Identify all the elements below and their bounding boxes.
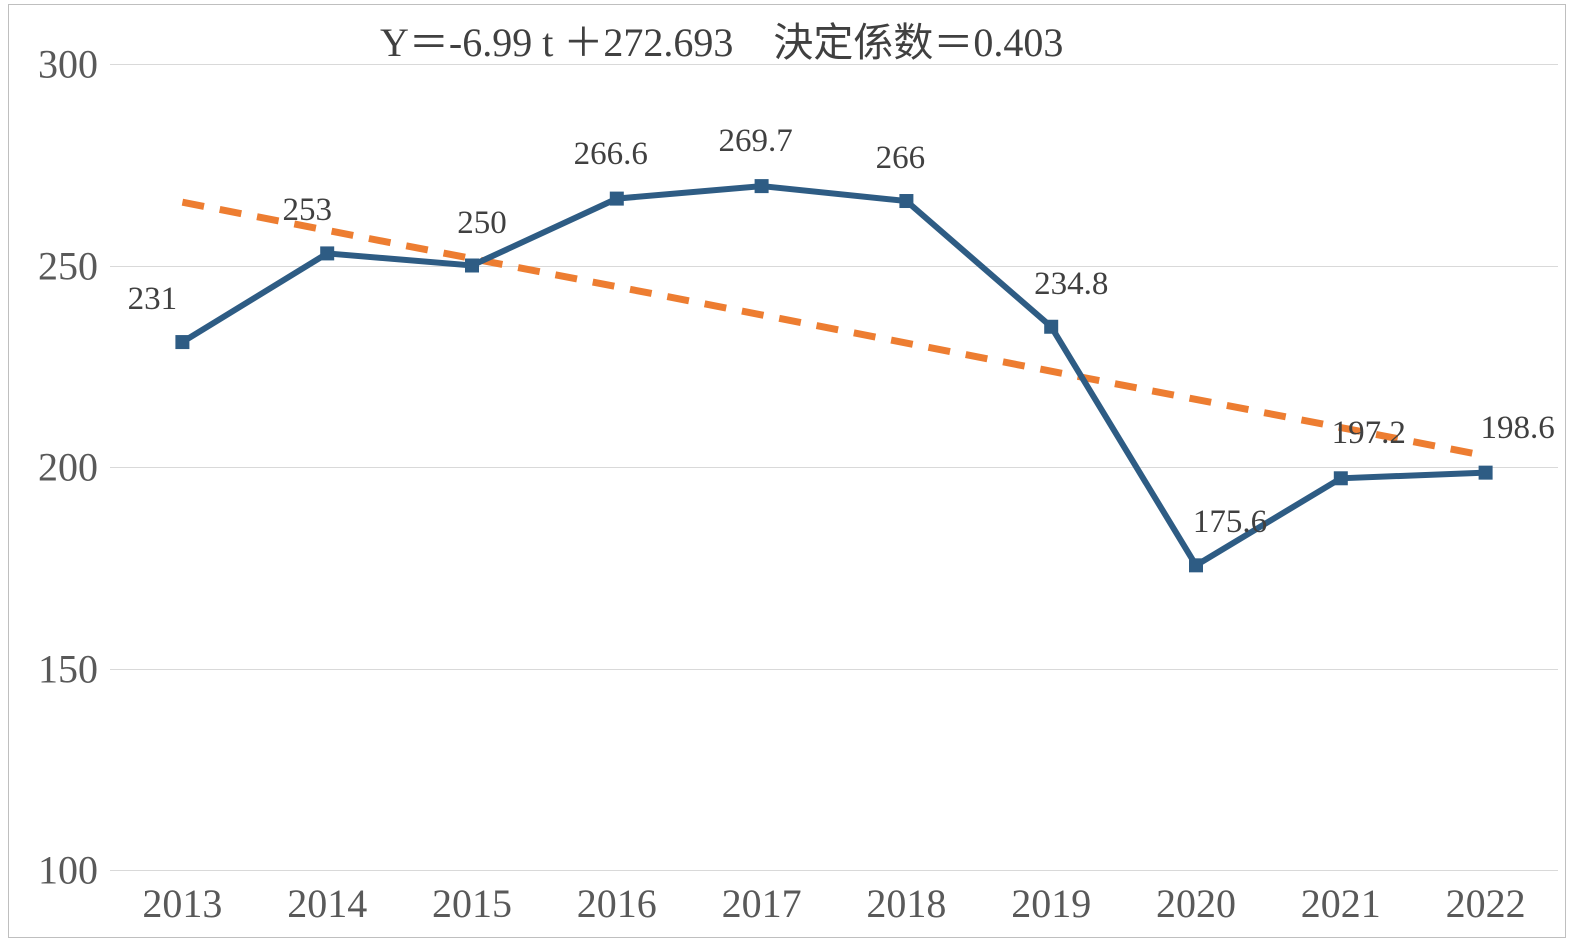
x-tick-label: 2015 [432,880,512,927]
data-marker [320,246,334,260]
data-label: 266 [876,140,926,177]
data-marker [1479,466,1493,480]
x-tick-label: 2018 [866,880,946,927]
chart-title: Y＝-6.99 t ＋272.693 決定係数＝0.403 [380,10,1063,68]
data-marker [610,192,624,206]
data-label: 197.2 [1332,415,1406,452]
data-marker [1189,558,1203,572]
gridline [110,870,1558,871]
data-label: 250 [457,205,507,242]
data-label: 175.6 [1193,504,1267,541]
data-label: 266.6 [574,136,648,173]
y-tick-label: 150 [38,645,98,692]
x-tick-label: 2016 [577,880,657,927]
data-marker [899,194,913,208]
x-tick-label: 2013 [142,880,222,927]
x-tick-label: 2017 [722,880,802,927]
data-label: 234.8 [1034,266,1108,303]
series-layer [110,64,1558,870]
x-tick-label: 2022 [1446,880,1526,927]
data-marker [1334,471,1348,485]
x-tick-label: 2021 [1301,880,1381,927]
y-tick-label: 300 [38,41,98,88]
y-tick-label: 100 [38,847,98,894]
data-marker [175,335,189,349]
data-label: 253 [282,192,332,229]
data-label: 198.6 [1480,410,1554,447]
data-marker [465,259,479,273]
trend-line [182,202,1485,456]
x-tick-label: 2019 [1011,880,1091,927]
x-tick-label: 2014 [287,880,367,927]
data-label: 269.7 [718,123,792,160]
data-marker [755,179,769,193]
y-tick-label: 250 [38,242,98,289]
plot-area [110,64,1558,870]
y-tick-label: 200 [38,444,98,491]
data-marker [1044,320,1058,334]
data-label: 231 [128,281,178,318]
x-tick-label: 2020 [1156,880,1236,927]
